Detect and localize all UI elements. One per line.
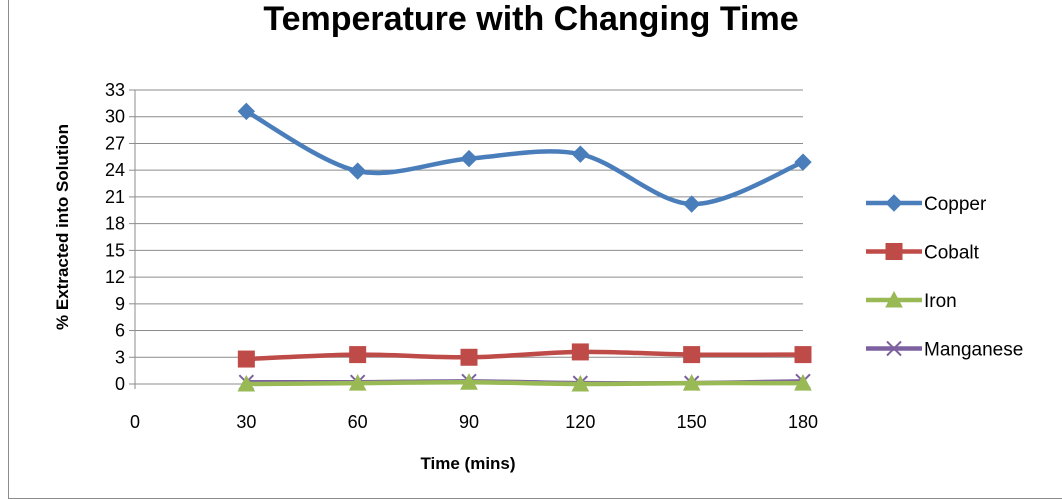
legend: Copper Cobalt Iron Manganese bbox=[866, 194, 1023, 361]
y-tick-label: 12 bbox=[105, 267, 125, 287]
iron-point-60 bbox=[348, 374, 367, 391]
x-tick-label: 120 bbox=[565, 412, 595, 432]
legend-item-cobalt: Cobalt bbox=[866, 243, 980, 264]
y-tick-label: 0 bbox=[115, 374, 125, 394]
cobalt-point-180 bbox=[794, 346, 812, 364]
x-tick-labels: 0 30 60 90 120 150 180 bbox=[130, 412, 818, 432]
y-tick-label: 21 bbox=[105, 187, 125, 207]
x-tick-label: 60 bbox=[348, 412, 368, 432]
cobalt-point-30 bbox=[237, 350, 255, 368]
y-tick-label: 30 bbox=[105, 107, 125, 127]
legend-label: Manganese bbox=[924, 340, 1023, 361]
legend-marker bbox=[886, 340, 902, 357]
iron-point-90 bbox=[460, 373, 478, 390]
y-tick-label: 27 bbox=[105, 133, 125, 153]
legend-item-copper: Copper bbox=[866, 194, 987, 215]
y-tick-label: 15 bbox=[105, 240, 125, 260]
series-iron bbox=[237, 373, 812, 392]
copper-point-180 bbox=[794, 153, 812, 171]
x-axis-title: Time (mins) bbox=[420, 454, 515, 473]
cobalt-point-90 bbox=[460, 348, 478, 366]
legend-label: Copper bbox=[924, 194, 987, 215]
y-axis-title: % Extracted into Solution bbox=[53, 124, 72, 330]
axes bbox=[129, 89, 804, 389]
iron-point-120 bbox=[571, 374, 590, 392]
iron-point-180 bbox=[794, 374, 812, 391]
series-copper bbox=[237, 102, 812, 213]
copper-point-120 bbox=[571, 145, 590, 163]
series-line bbox=[244, 109, 806, 207]
cobalt-point-120 bbox=[571, 343, 589, 361]
y-tick-label: 9 bbox=[115, 294, 125, 314]
series-cobalt bbox=[237, 343, 812, 368]
series-line bbox=[244, 379, 806, 387]
x-tick-label: 90 bbox=[459, 412, 479, 432]
legend-label: Iron bbox=[924, 291, 957, 312]
gridlines bbox=[135, 89, 803, 358]
legend-marker bbox=[885, 243, 903, 260]
legend-marker bbox=[885, 290, 903, 308]
iron-point-30 bbox=[237, 374, 256, 392]
iron-point-150 bbox=[682, 374, 701, 391]
y-tick-label: 6 bbox=[115, 321, 125, 341]
x-tick-label: 150 bbox=[677, 412, 707, 432]
y-tick-label: 18 bbox=[105, 214, 125, 234]
legend-item-manganese: Manganese bbox=[866, 340, 1023, 361]
copper-point-90 bbox=[460, 149, 478, 168]
chart-title: Temperature with Changing Time bbox=[263, 0, 798, 38]
x-tick-label: 30 bbox=[236, 412, 256, 432]
legend-label: Cobalt bbox=[924, 243, 980, 264]
cobalt-point-60 bbox=[349, 346, 367, 364]
x-tick-label: 180 bbox=[788, 412, 818, 432]
copper-point-30 bbox=[237, 102, 256, 121]
y-tick-label: 24 bbox=[105, 160, 125, 180]
y-tick-label: 3 bbox=[115, 347, 125, 367]
series-line bbox=[244, 349, 806, 362]
x-marker-stroke bbox=[886, 340, 902, 357]
legend-item-iron: Iron bbox=[866, 290, 957, 312]
y-tick-labels: 0 3 6 9 12 15 18 21 24 27 30 33 bbox=[105, 80, 125, 394]
copper-point-60 bbox=[348, 162, 367, 180]
y-tick-label: 33 bbox=[105, 80, 125, 100]
cobalt-point-150 bbox=[683, 346, 701, 364]
copper-point-150 bbox=[682, 195, 701, 213]
frame-border-left bbox=[8, 0, 9, 499]
x-tick-label: 0 bbox=[130, 412, 140, 432]
legend-marker bbox=[885, 194, 903, 212]
data-series bbox=[237, 102, 812, 392]
